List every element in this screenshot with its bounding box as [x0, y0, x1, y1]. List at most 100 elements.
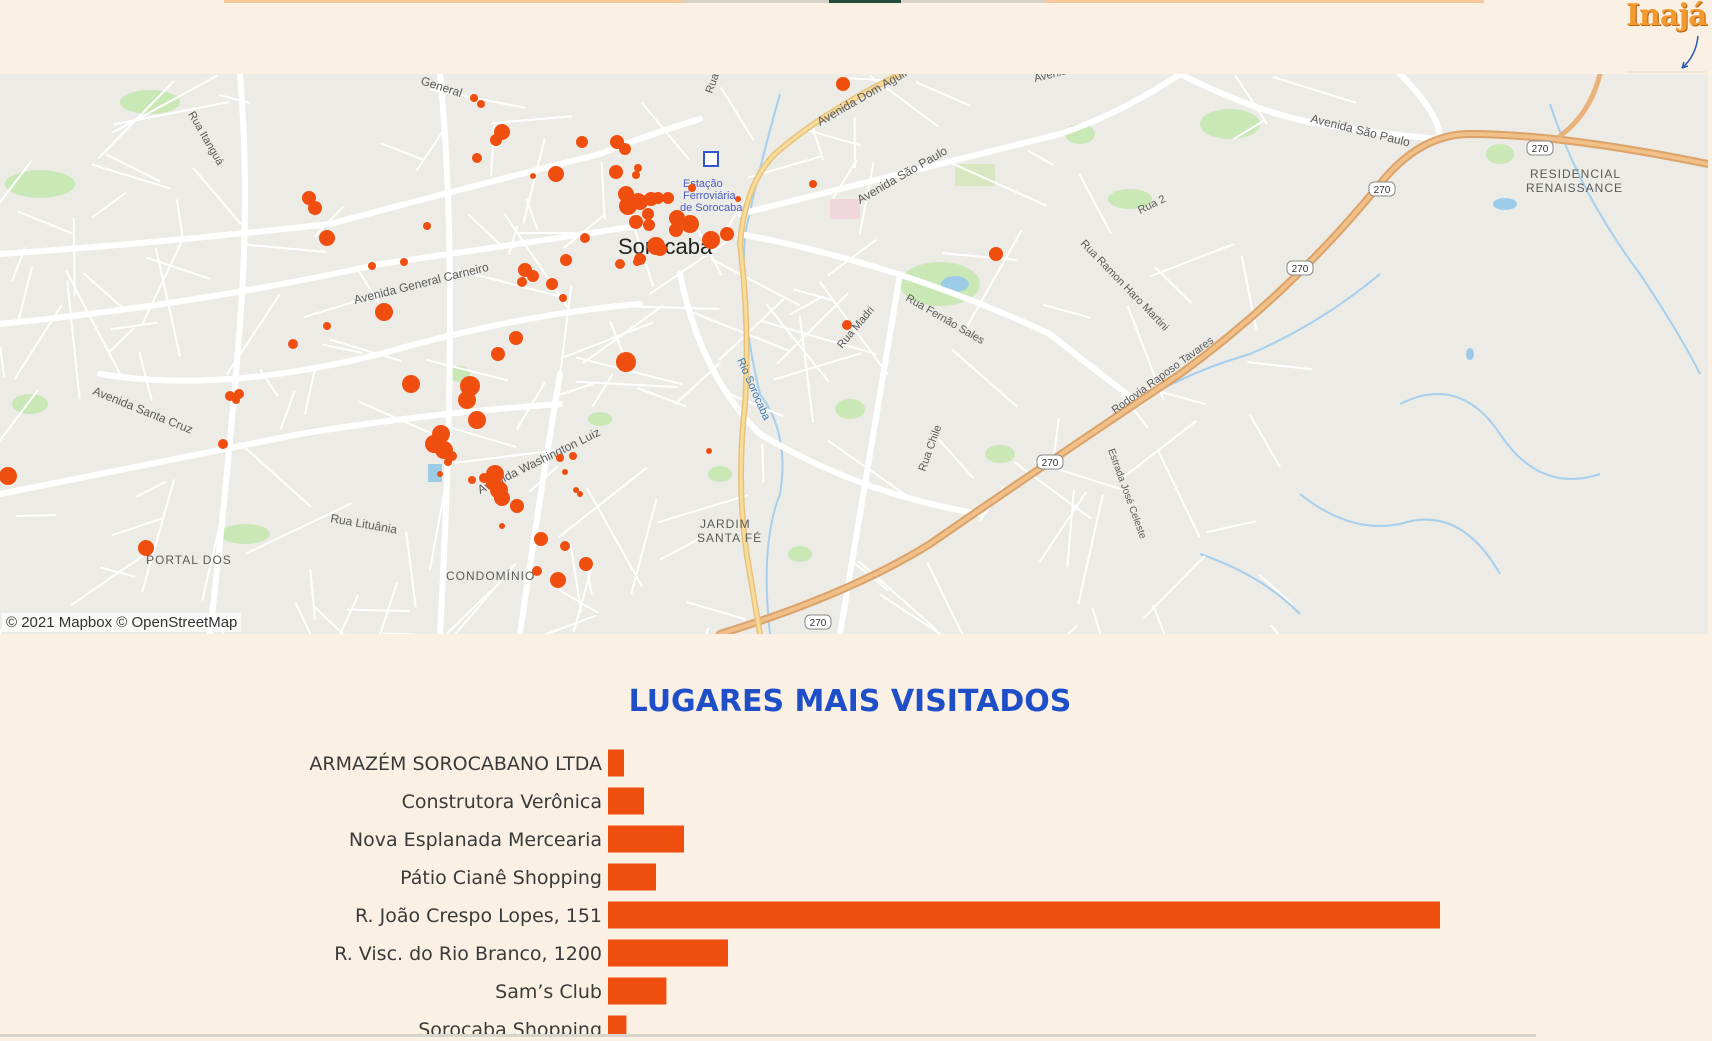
visit-marker[interactable] [400, 258, 408, 266]
visit-marker[interactable] [836, 77, 850, 91]
filter-segment[interactable] [901, 0, 1046, 3]
visit-marker[interactable] [616, 352, 636, 372]
visit-marker[interactable] [642, 208, 654, 220]
visit-marker[interactable] [472, 153, 482, 163]
visit-marker[interactable] [619, 143, 631, 155]
visit-marker[interactable] [580, 233, 590, 243]
visit-marker[interactable] [490, 134, 502, 146]
visit-marker[interactable] [643, 219, 655, 231]
visit-marker[interactable] [688, 184, 696, 192]
visit-marker[interactable] [458, 391, 476, 409]
visit-marker[interactable] [319, 230, 335, 246]
road-label: Rua Ramon Haro Martini [1078, 238, 1171, 334]
road-label: Rua Chile [917, 424, 945, 474]
visit-marker[interactable] [702, 231, 720, 249]
road-shield-label: 270 [1374, 185, 1391, 196]
visit-marker[interactable] [218, 439, 228, 449]
filter-segment-active[interactable] [829, 0, 901, 3]
visit-marker[interactable] [402, 375, 420, 393]
visit-marker[interactable] [669, 223, 683, 237]
visit-marker[interactable] [562, 469, 568, 475]
visit-marker[interactable] [437, 471, 443, 477]
visit-marker[interactable] [494, 490, 510, 506]
visit-marker[interactable] [468, 411, 486, 429]
bar-category-label: Construtora Verônica [402, 791, 602, 813]
road-label: Avenida São Paulo [855, 143, 950, 206]
train-station-icon [704, 152, 718, 166]
bar[interactable] [608, 902, 1440, 929]
bar-category-label: Sam’s Club [495, 981, 602, 1003]
visit-marker[interactable] [653, 242, 667, 256]
bar[interactable] [608, 978, 666, 1005]
visit-marker[interactable] [517, 277, 527, 287]
visit-marker[interactable] [477, 100, 485, 108]
visit-marker[interactable] [288, 339, 298, 349]
visit-marker[interactable] [470, 94, 478, 102]
map-attribution[interactable]: © 2021 Mapbox © OpenStreetMap [2, 613, 241, 632]
visit-marker[interactable] [527, 270, 539, 282]
bar[interactable] [608, 864, 656, 891]
visit-marker[interactable] [633, 258, 641, 266]
road-label: Avenida São Paulo [1309, 111, 1412, 149]
visit-marker[interactable] [634, 164, 642, 172]
visit-marker[interactable] [629, 215, 643, 229]
visit-marker[interactable] [0, 467, 17, 485]
road-label: Rua Itanguá [185, 110, 226, 169]
visit-marker[interactable] [569, 452, 577, 460]
visit-marker[interactable] [989, 247, 1003, 261]
visit-marker[interactable] [530, 173, 536, 179]
visit-marker[interactable] [375, 303, 393, 321]
visit-marker[interactable] [499, 523, 505, 529]
area-label: CONDOMÍNIO [446, 568, 535, 583]
visit-marker[interactable] [576, 136, 588, 148]
visit-marker[interactable] [423, 222, 431, 230]
visit-marker[interactable] [232, 396, 240, 404]
bar[interactable] [608, 750, 624, 777]
visit-marker[interactable] [546, 278, 558, 290]
visit-marker[interactable] [559, 294, 567, 302]
visit-marker[interactable] [560, 254, 572, 266]
visit-marker[interactable] [706, 448, 712, 454]
visit-marker[interactable] [556, 454, 564, 462]
visit-marker[interactable] [491, 347, 505, 361]
visit-marker[interactable] [632, 194, 648, 210]
visit-marker[interactable] [615, 259, 625, 269]
visit-marker[interactable] [308, 201, 322, 215]
visit-marker[interactable] [468, 476, 476, 484]
visit-marker[interactable] [681, 215, 699, 233]
visit-marker[interactable] [444, 458, 452, 466]
visit-marker[interactable] [534, 532, 548, 546]
bar[interactable] [608, 826, 684, 853]
visit-marker[interactable] [579, 557, 593, 571]
road-label: Rodovia Raposo Tavares [1110, 334, 1217, 416]
visit-marker[interactable] [509, 331, 523, 345]
visit-marker[interactable] [809, 180, 817, 188]
visit-marker[interactable] [323, 322, 331, 330]
area-label: PORTAL DOS [146, 553, 232, 567]
visit-marker[interactable] [550, 572, 566, 588]
visit-marker[interactable] [560, 541, 570, 551]
visit-marker[interactable] [532, 566, 542, 576]
visit-marker[interactable] [548, 166, 564, 182]
park-areas [5, 90, 1514, 562]
bar[interactable] [608, 940, 728, 967]
visit-marker[interactable] [138, 540, 154, 556]
visit-marker[interactable] [662, 192, 674, 204]
filter-segment[interactable] [684, 0, 829, 3]
visit-marker[interactable] [510, 499, 524, 513]
visit-marker[interactable] [577, 491, 583, 497]
inaja-logo: Inajá [1626, 0, 1706, 74]
visit-marker[interactable] [720, 227, 734, 241]
visit-marker[interactable] [368, 262, 376, 270]
visit-marker[interactable] [735, 196, 741, 202]
bar[interactable] [608, 788, 644, 815]
road-shield-label: 270 [1292, 264, 1309, 275]
visit-marker[interactable] [632, 171, 640, 179]
visit-marker[interactable] [842, 320, 852, 330]
visit-marker[interactable] [432, 425, 450, 443]
visit-marker[interactable] [609, 165, 623, 179]
